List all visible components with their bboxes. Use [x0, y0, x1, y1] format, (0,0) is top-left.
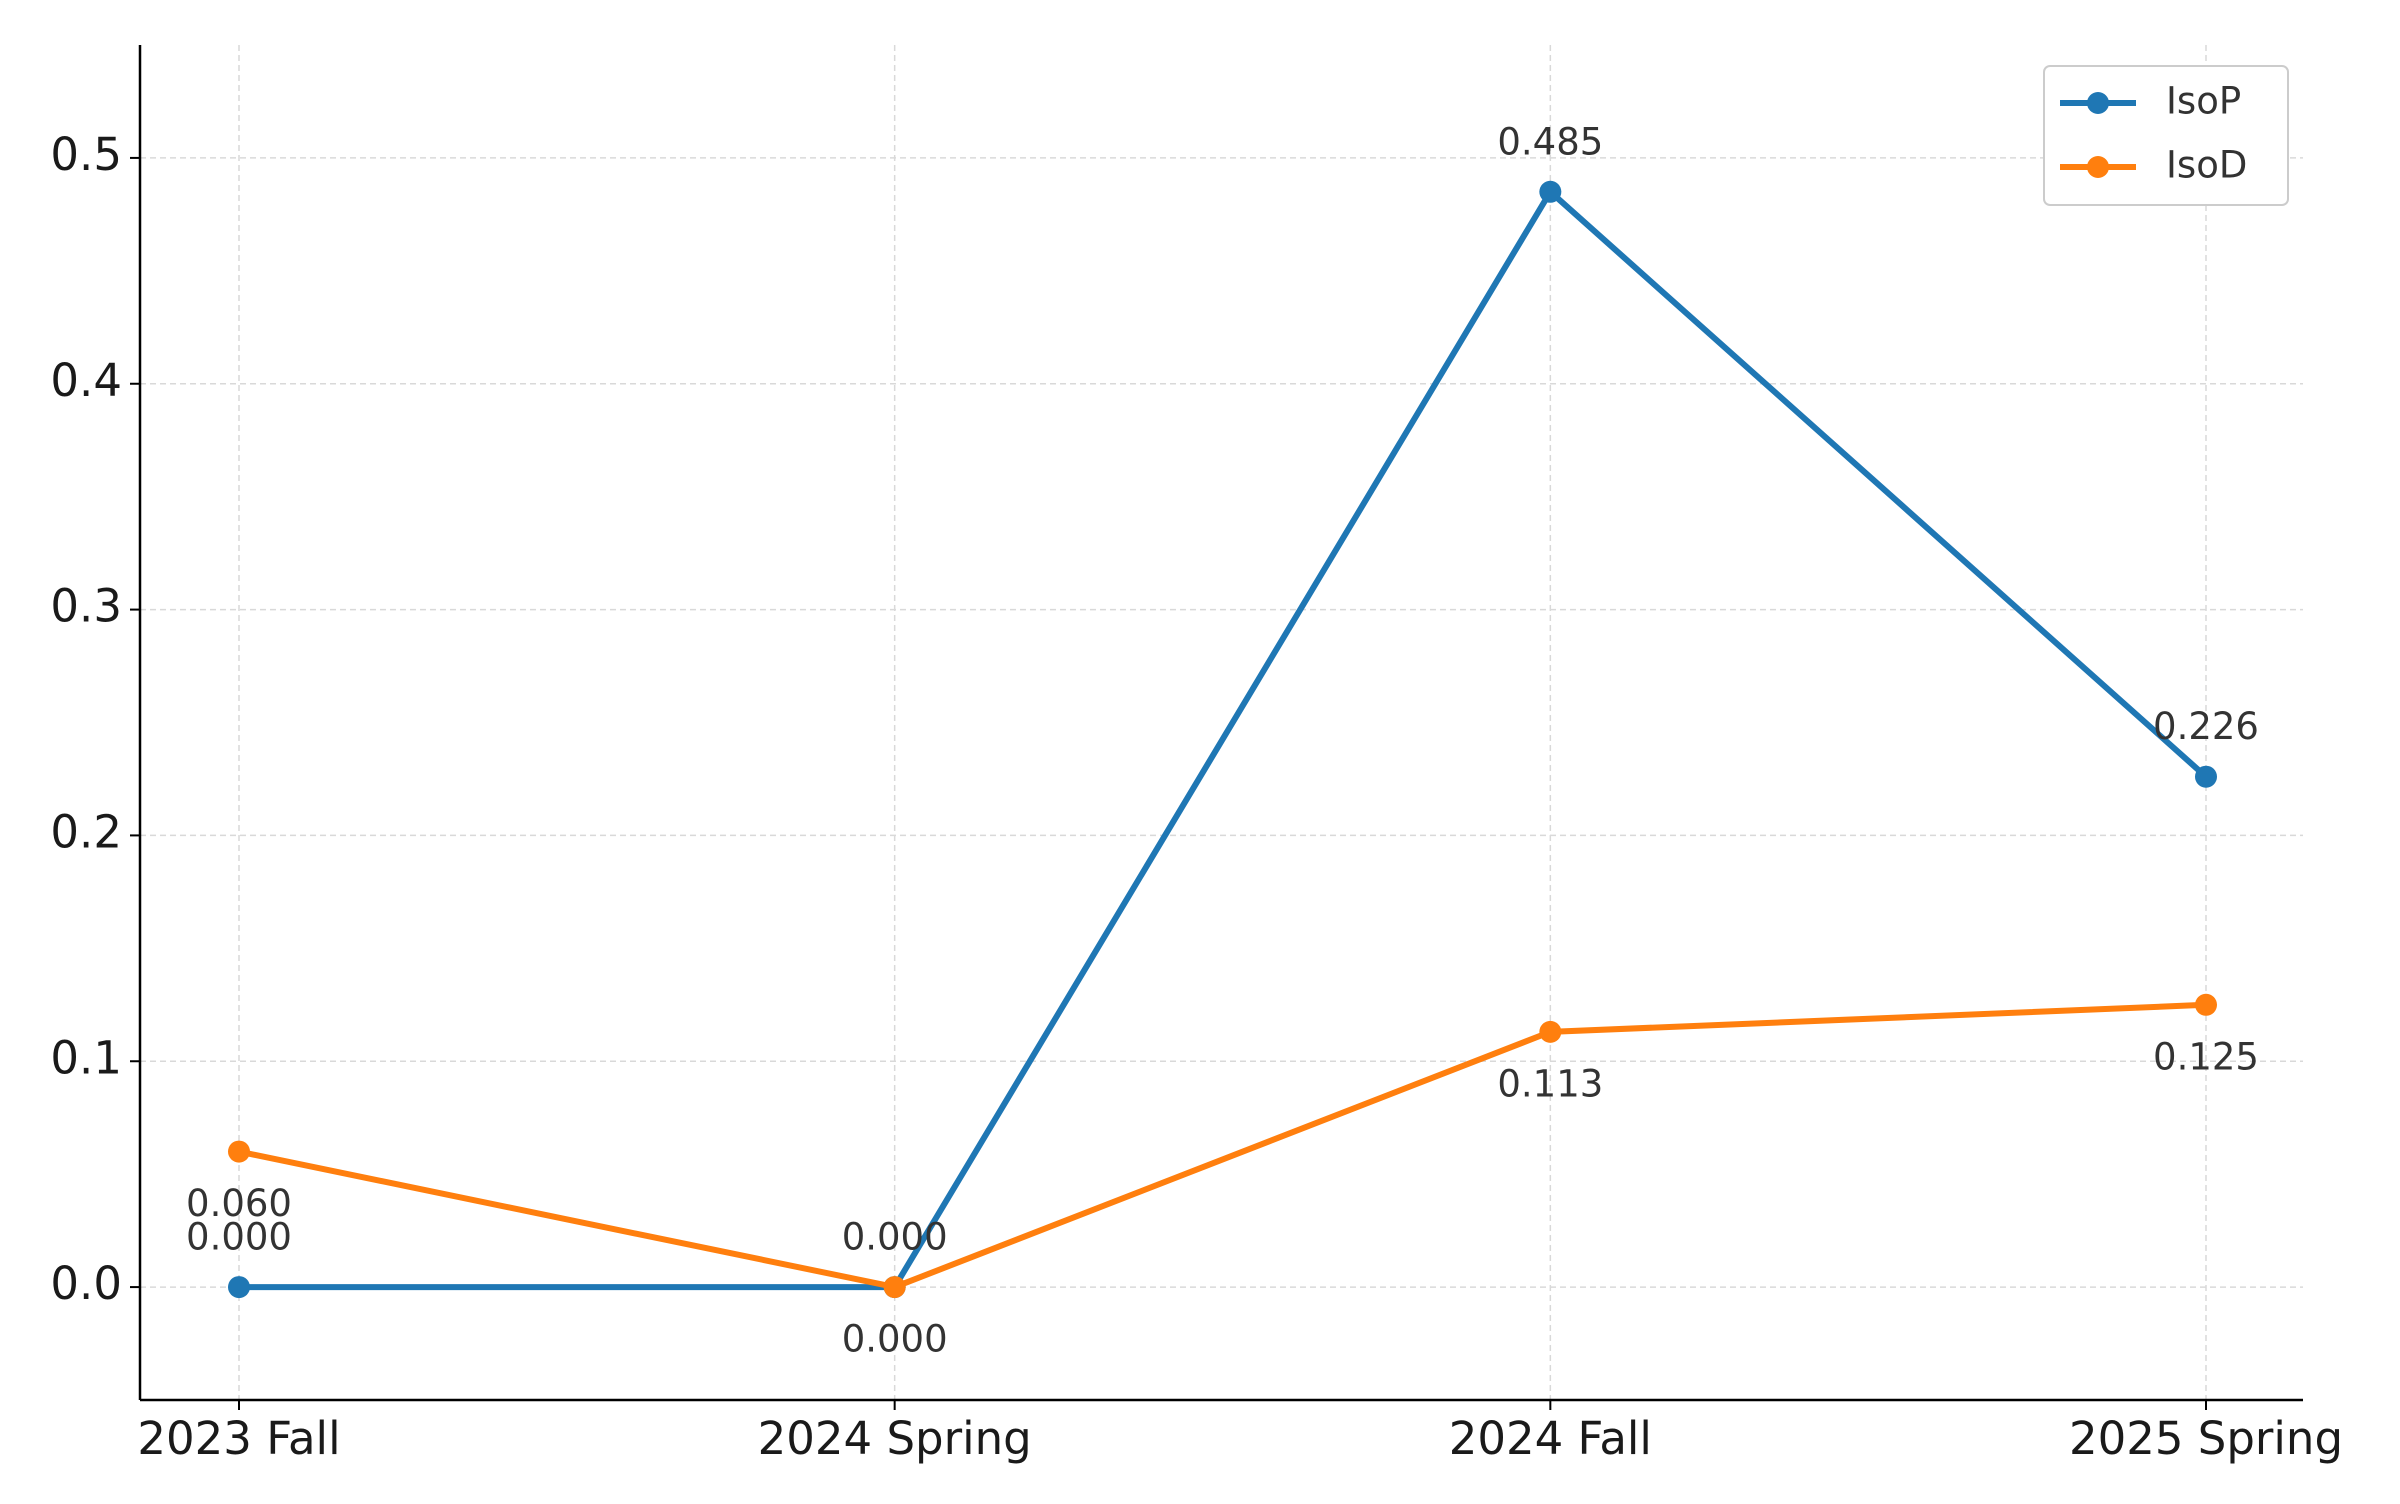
legend-label: IsoP	[2166, 80, 2241, 123]
series-line	[238, 1001, 2207, 1291]
point	[883, 1276, 906, 1299]
value-label: 0.000	[842, 1216, 948, 1259]
x-tick-label: 2024 Fall	[1449, 1412, 1652, 1465]
legend-marker	[2087, 92, 2109, 114]
x-tick-label: 2024 Spring	[758, 1412, 1032, 1465]
legend-label: IsoD	[2166, 144, 2247, 187]
value-label: 0.000	[186, 1216, 292, 1259]
point	[1539, 1020, 1562, 1043]
point	[1539, 180, 1562, 203]
value-label: 0.000	[842, 1318, 948, 1361]
series-line	[239, 188, 2208, 1291]
y-tick-label: 0.0	[50, 1257, 122, 1310]
point	[228, 1140, 250, 1163]
value-label: 0.485	[1497, 120, 1603, 163]
x-tick-label: 2023 Fall	[137, 1412, 340, 1465]
y-tick-label: 0.5	[50, 128, 122, 181]
y-tick-label: 0.2	[50, 805, 122, 858]
y-tick-label: 0.3	[50, 580, 122, 633]
legend: IsoP IsoD	[2043, 65, 2289, 206]
y-tick-label: 0.1	[50, 1031, 122, 1084]
value-label: 0.113	[1497, 1062, 1603, 1105]
point	[2195, 993, 2217, 1016]
value-label: 0.125	[2153, 1035, 2259, 1078]
value-label: 0.226	[2153, 705, 2259, 748]
y-tick-label: 0.4	[50, 354, 122, 407]
point	[228, 1276, 250, 1299]
x-tick-label: 2025 Spring	[2069, 1412, 2343, 1465]
value-label: 0.060	[186, 1182, 292, 1225]
point	[2195, 765, 2217, 788]
legend-marker	[2087, 156, 2109, 178]
